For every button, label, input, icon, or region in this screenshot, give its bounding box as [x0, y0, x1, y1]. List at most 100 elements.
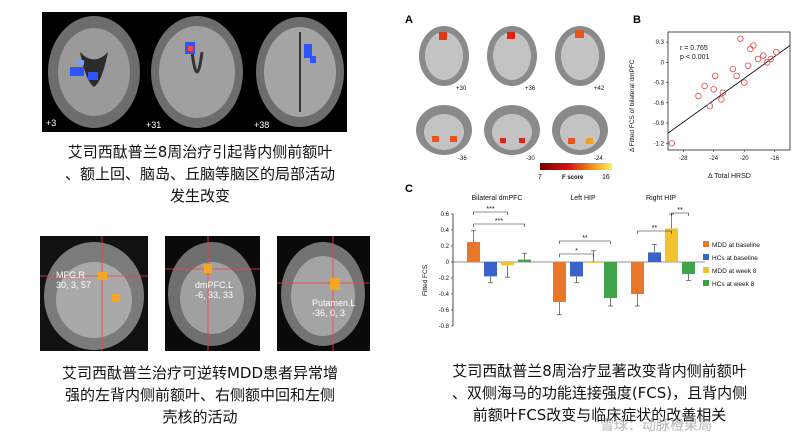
activation-blob — [519, 138, 525, 143]
significance-label: ** — [677, 207, 683, 214]
activation-blob — [450, 136, 457, 142]
y-tick-label: -0.9 — [654, 121, 665, 127]
x-tick-label: -24 — [709, 156, 718, 162]
scatter-point — [747, 45, 754, 53]
caption-line: 艾司西酞普兰8周治疗显著改变背内侧前额叶 — [452, 362, 747, 380]
panel-a-brains: +30 +36 +42 -36 -30 -24 7 F score 16 — [416, 26, 612, 181]
y-tick-label: 0 — [661, 60, 665, 66]
legend-swatch — [703, 280, 709, 286]
y-tick-label: -0.3 — [654, 81, 665, 87]
y-tick-label: 0 — [446, 260, 450, 266]
bar — [604, 262, 617, 298]
panel-c-bar-chart: Bilateral dmPFC Left HIP Right HIP 0.60.40… — [422, 195, 760, 330]
x-axis-label: Δ Total HRSD — [708, 173, 751, 180]
significance-label: *** — [486, 206, 494, 213]
region-coords: -36, 0, 3 — [312, 308, 345, 318]
group-label: Left HIP — [570, 195, 596, 202]
scatter-point — [754, 55, 762, 63]
panel-b-scatter: 0.3 0 -0.3 -0.6 -0.9 -1.2 -28 -24 -20 -16 r = 0.… — [629, 31, 791, 180]
scatter-point — [763, 59, 771, 66]
significance-label: *** — [495, 218, 503, 225]
legend: MDD at baseline HCs at baseline MDD at w… — [703, 241, 760, 288]
legend-label: MDD at week 8 — [712, 268, 757, 275]
bar — [501, 262, 514, 266]
stat-p: p < 0.001 — [680, 54, 709, 61]
group-labels: Bilateral dmPFC Left HIP Right HIP — [472, 195, 677, 202]
activation-blob — [568, 138, 575, 144]
activation-blob — [304, 44, 312, 58]
activation-blob — [439, 32, 447, 40]
y-ticks: 0.3 0 -0.3 -0.6 -0.9 -1.2 — [654, 40, 668, 147]
scatter-point — [710, 86, 717, 93]
watermark: 雪球：动脉橙果局 — [600, 418, 712, 434]
bar — [570, 262, 583, 277]
legend-swatch — [703, 241, 709, 247]
scatter-point — [773, 48, 780, 56]
region-name: Putamen.L — [312, 298, 356, 308]
significance-bracket — [671, 212, 689, 216]
group-label: Right HIP — [646, 195, 676, 202]
significance-bracket — [559, 240, 611, 244]
scatter-point — [718, 96, 725, 103]
x-tick-label: -16 — [770, 156, 779, 162]
scatter-point — [760, 52, 767, 59]
bar — [518, 259, 531, 262]
caption-line: 、额上回、脑岛、丘脑等脑区的局部活动 — [64, 165, 335, 183]
scatter-point — [719, 89, 727, 96]
y-tick-label: -0.8 — [439, 324, 450, 330]
panel-a-letter: A — [405, 14, 413, 26]
activation-blob — [78, 60, 84, 65]
slice-label: +31 — [146, 120, 161, 130]
activation-blob — [575, 30, 584, 38]
significance-label: ** — [582, 235, 588, 242]
y-tick-label: -0.6 — [654, 101, 665, 107]
y-ticks: 0.6 0.4 0.2 0 -0.2 -0.4 -0.6 -0.8 — [439, 212, 453, 330]
right-caption: 艾司西酞普兰8周治疗显著改变背内侧前额叶 、双侧海马的功能连接强度(FCS)，且… — [407, 360, 792, 426]
activation-blob — [98, 272, 107, 280]
y-tick-label: -0.2 — [439, 276, 450, 282]
caption-line: 发生改变 — [169, 187, 230, 205]
caption-line: 艾司西酞普兰8周治疗引起背内侧前额叶 — [67, 143, 333, 161]
activation-blob — [507, 32, 515, 39]
legend-label: HCs at week 8 — [712, 281, 755, 288]
y-tick-label: 0.2 — [441, 244, 450, 250]
bar — [467, 242, 480, 262]
significance-bracket — [473, 223, 525, 227]
y-axis-label: Fitted FCS — [422, 264, 429, 296]
slice-label: -24 — [594, 156, 603, 162]
activation-blob — [188, 46, 193, 51]
legend-label: MDD at baseline — [712, 242, 760, 249]
x-tick-label: -20 — [740, 156, 749, 162]
slice-label: +42 — [594, 86, 605, 92]
scatter-point — [668, 140, 676, 147]
scatter-point — [737, 35, 744, 42]
bar — [631, 262, 644, 294]
slice-label: +38 — [254, 120, 269, 130]
bar — [682, 262, 695, 274]
bars — [467, 213, 695, 316]
bar — [587, 262, 600, 263]
slice-label: -36 — [458, 156, 467, 162]
colorbar-max: 16 — [602, 174, 610, 181]
significance-markers: ************* — [473, 206, 689, 257]
f-score-colorbar — [540, 163, 612, 170]
slice-label: +3 — [46, 118, 56, 128]
activation-blob — [586, 138, 593, 144]
bar — [665, 228, 678, 262]
top-left-brain-figure: +3 +31 +38 — [42, 12, 347, 132]
bottom-left-brain-figure: MFG.R 30, 3, 57 dmPFC.L -6, 33, 33 Putam… — [40, 236, 370, 351]
axial-slices-svg: +3 +31 +38 — [46, 16, 344, 130]
bar — [484, 262, 497, 277]
scatter-point — [767, 55, 775, 63]
activation-blob — [88, 72, 98, 80]
caption-line: 艾司西酞普兰治疗可逆转MDD患者异常增 — [61, 364, 339, 382]
scatter-point — [729, 65, 737, 73]
scatter-point — [701, 82, 708, 90]
fit-line — [667, 45, 791, 134]
scatter-point — [712, 72, 719, 80]
activation-blob — [70, 67, 84, 76]
plot-area — [667, 31, 791, 151]
panel-b-letter: B — [633, 14, 641, 26]
legend-swatch — [703, 267, 709, 273]
activation-blob — [500, 138, 506, 143]
